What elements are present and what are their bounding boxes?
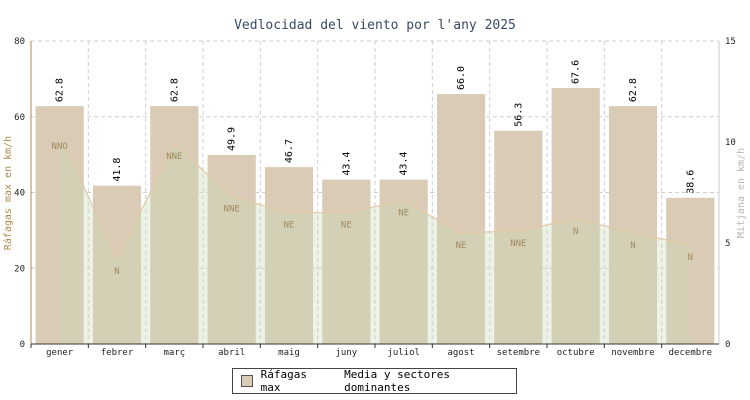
x-tick-label: novembre [611, 348, 654, 358]
area-fill [59, 133, 691, 344]
area-line [59, 133, 691, 261]
legend-label-bars: Ráfagas max [260, 368, 307, 394]
x-tick-label: decembre [669, 348, 712, 358]
direction-label: N [688, 253, 693, 263]
area-series [59, 133, 691, 344]
bar-value-label: 62.8 [628, 78, 639, 102]
bar [379, 179, 428, 344]
direction-label: N [114, 267, 119, 277]
bar [207, 155, 256, 344]
y-tick-label: 80 [14, 37, 25, 47]
bar-value-label: 56.3 [513, 103, 524, 127]
y-tick-label: 0 [20, 340, 25, 350]
x-tick-label: juny [335, 348, 357, 358]
bar-value-label: 38.6 [685, 170, 696, 194]
legend-label-area: Media y sectores dominantes [344, 368, 451, 394]
bar [494, 130, 543, 344]
bar [551, 87, 600, 344]
direction-label: NE [284, 221, 295, 231]
bar [436, 94, 486, 345]
x-tick-label: maig [278, 348, 300, 358]
bar [35, 106, 84, 345]
y2-tick-label: 0 [725, 340, 730, 350]
y2-tick-label: 10 [725, 138, 736, 148]
y-axis-label: Ráfagas max en km/h [2, 136, 14, 250]
y-tick-label: 20 [14, 264, 25, 274]
x-tick-label: febrer [101, 348, 134, 358]
bar [666, 197, 715, 344]
axes: 0 20 40 60 80 0 5 10 15 gener febrer març abril maig j… [14, 37, 736, 358]
direction-label: NE [341, 221, 352, 231]
legend: Ráfagas max Media y sectores dominantes [232, 368, 517, 394]
bar-value-label: 46.7 [284, 139, 295, 163]
bar-value-label: 66.0 [456, 66, 467, 90]
y2-tick-label: 5 [725, 239, 730, 249]
data-labels: 62.8 41.8 62.8 49.9 46.7 43.4 43.4 66.0 56.3 67.6… [52, 60, 697, 277]
y2-tick-label: 15 [725, 37, 736, 47]
bar-value-label: 41.8 [112, 158, 123, 182]
x-tick-label: juliol [387, 348, 420, 358]
y2-axis-label: Mitjana en km/h [736, 148, 747, 238]
x-tick-label: octubre [557, 348, 595, 358]
x-tick-label: març [163, 348, 185, 358]
chart-title: Vedlocidad del viento por l'any 2025 [234, 18, 516, 33]
direction-label: NNO [52, 142, 68, 152]
bar [608, 106, 658, 345]
legend-swatch-bars [241, 375, 253, 387]
bar-value-label: 43.4 [341, 152, 352, 176]
bar [92, 185, 142, 344]
bar [150, 106, 199, 345]
y-tick-label: 40 [14, 189, 25, 199]
bar-value-label: 49.9 [227, 127, 238, 151]
bar-value-label: 62.8 [169, 78, 180, 102]
direction-label: N [573, 227, 578, 237]
bar [322, 179, 371, 344]
direction-label: NE [456, 241, 467, 251]
x-tick-label: abril [218, 348, 245, 358]
bar-value-label: 62.8 [55, 78, 66, 102]
grid [31, 40, 719, 344]
direction-label: NNE [510, 239, 526, 249]
bar-value-label: 43.4 [399, 152, 410, 176]
direction-label: NE [398, 209, 409, 219]
bar-series [35, 87, 715, 345]
direction-label: NNE [224, 205, 240, 215]
direction-label: NNE [166, 152, 182, 162]
x-tick-label: setembre [497, 348, 540, 358]
bar-value-label: 67.6 [571, 60, 582, 84]
y-tick-label: 60 [14, 113, 25, 123]
x-tick-label: gener [46, 348, 74, 358]
x-tick-label: agost [447, 348, 474, 358]
bar [264, 167, 314, 344]
direction-label: N [630, 241, 635, 251]
